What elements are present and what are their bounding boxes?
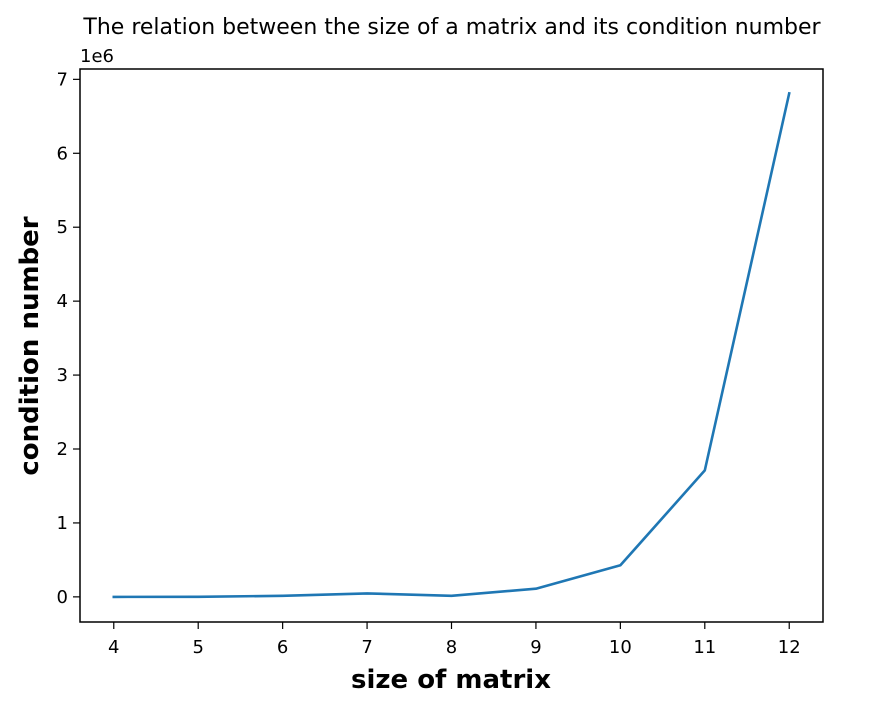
x-tick-label: 11 (693, 637, 716, 658)
y-axis: 0 1 2 3 4 5 6 7 (57, 69, 80, 608)
series-layer (112, 91, 791, 599)
y-axis-label: condition number (15, 216, 45, 475)
y-tick-label: 1 (57, 513, 68, 534)
y-tick-label: 4 (57, 291, 68, 312)
x-axis-label: size of matrix (351, 665, 551, 695)
x-tick-label: 4 (108, 637, 119, 658)
x-tick-label: 8 (446, 637, 457, 658)
y-tick-label: 2 (57, 439, 68, 460)
x-tick-label: 10 (609, 637, 632, 658)
x-axis: 4 5 6 7 8 9 10 11 12 (108, 622, 801, 658)
x-tick-label: 5 (192, 637, 203, 658)
x-tick-label: 7 (361, 637, 372, 658)
x-tick-label: 6 (277, 637, 288, 658)
chart-title: The relation between the size of a matri… (82, 15, 821, 40)
series-line (112, 91, 791, 599)
y-tick-label: 7 (57, 69, 68, 90)
axes-frame (79, 68, 824, 623)
y-tick-label: 6 (57, 143, 68, 164)
y-tick-label: 3 (57, 365, 68, 386)
x-tick-label: 12 (778, 637, 801, 658)
y-tick-label: 5 (57, 217, 68, 238)
y-offset-label: 1e6 (80, 46, 114, 67)
y-tick-label: 0 (57, 587, 68, 608)
x-tick-label: 9 (530, 637, 541, 658)
